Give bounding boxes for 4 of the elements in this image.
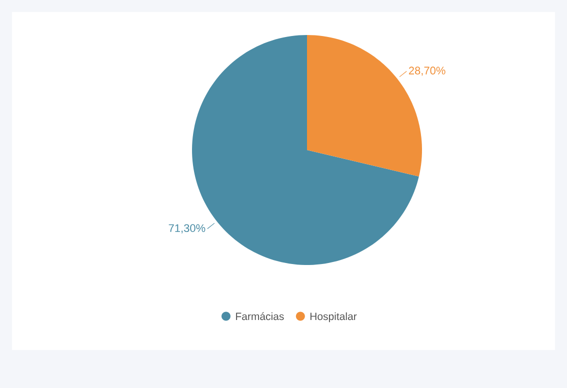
legend-label: Hospitalar: [310, 312, 357, 322]
data-label: 71,30%: [168, 224, 206, 234]
legend-label: Farmácias: [236, 312, 284, 320]
data-label: 28,70%: [408, 66, 446, 76]
